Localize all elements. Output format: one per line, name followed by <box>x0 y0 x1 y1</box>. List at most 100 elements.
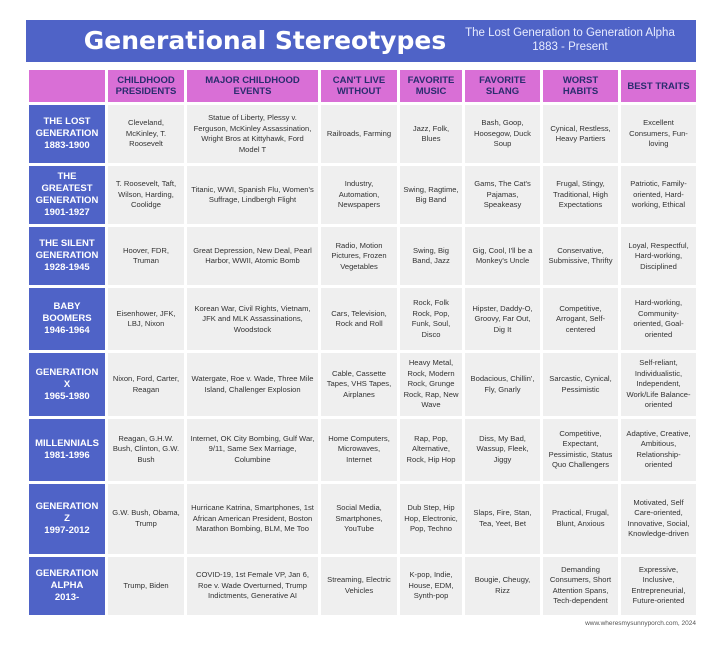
worst-habits-cell: Frugal, Stingy, Traditional, High Expect… <box>543 166 618 225</box>
music-cell: Dub Step, Hip Hop, Electronic, Pop, Tech… <box>400 483 462 554</box>
events-cell: Korean War, Civil Rights, Vietnam, JFK a… <box>187 288 318 351</box>
cant-live-without-cell: Home Computers, Microwaves, Internet <box>321 418 397 481</box>
generation-row: GENERATION Z 1997-2012 G.W. Bush, Obama, T… <box>29 483 696 554</box>
generation-label-cell: GENERATION Z 1997-2012 <box>29 483 105 554</box>
best-traits-cell: Excellent Consumers, Fun-loving <box>621 105 696 164</box>
column-header-worst-habits: WORST HABITS <box>543 70 618 102</box>
subtitle-line: 1883 - Present <box>532 41 608 53</box>
generation-row: THE GREATEST GENERATION 1901-1927 T. Rooseve… <box>29 166 696 225</box>
cant-live-without-cell: Railroads, Farming <box>321 105 397 164</box>
cant-live-without-cell: Cable, Cassette Tapes, VHS Tapes, Airpla… <box>321 353 397 416</box>
slang-cell: Hipster, Daddy-O, Groovy, Far Out, Dig I… <box>465 288 540 351</box>
cant-live-without-cell: Industry, Automation, Newspapers <box>321 166 397 225</box>
column-header-slang: FAVORITE SLANG <box>465 70 540 102</box>
slang-cell: Slaps, Fire, Stan, Tea, Yeet, Bet <box>465 483 540 554</box>
generation-label-line: MILLENNIALS <box>35 437 99 449</box>
cant-live-without-cell: Radio, Motion Pictures, Frozen Vegetable… <box>321 227 397 286</box>
generation-label-line: BABY <box>53 301 81 313</box>
presidents-cell: Reagan, G.H.W. Bush, Clinton, G.W. Bush <box>108 418 184 481</box>
generation-row: THE SILENT GENERATION 1928-1945 Hoover, FDR… <box>29 227 696 286</box>
generation-label-line: 1901-1927 <box>44 207 90 219</box>
title-banner: Generational Stereotypes The Lost Genera… <box>26 20 696 62</box>
generation-label-line: GENERATION Z <box>35 500 99 524</box>
music-cell: Swing, Big Band, Jazz <box>400 227 462 286</box>
music-cell: Heavy Metal, Rock, Modern Rock, Grunge R… <box>400 353 462 416</box>
presidents-cell: G.W. Bush, Obama, Trump <box>108 483 184 554</box>
presidents-cell: Cleveland, McKinley, T. Roosevelt <box>108 105 184 164</box>
generation-label-line: BOOMERS <box>42 313 92 325</box>
column-header-best-traits: BEST TRAITS <box>621 70 696 102</box>
cant-live-without-cell: Streaming, Electric Vehicles <box>321 556 397 615</box>
music-cell: Rock, Folk Rock, Pop, Funk, Soul, Disco <box>400 288 462 351</box>
stereotypes-table: CHILDHOOD PRESIDENTS MAJOR CHILDHOOD EVE… <box>26 67 699 618</box>
events-cell: Statue of Liberty, Plessy v. Ferguson, M… <box>187 105 318 164</box>
column-header-music: FAVORITE MUSIC <box>400 70 462 102</box>
generation-label-line: 2013- <box>54 591 80 603</box>
presidents-cell: Nixon, Ford, Carter, Reagan <box>108 353 184 416</box>
column-header-cant-live-without: CAN'T LIVE WITHOUT <box>321 70 397 102</box>
generation-row: GENERATION ALPHA 2013- Trump, Biden COVID-19… <box>29 556 696 615</box>
generation-label-cell: MILLENNIALS 1981-1996 <box>29 418 105 481</box>
best-traits-cell: Loyal, Respectful, Hard-working, Discipl… <box>621 227 696 286</box>
music-cell: Rap, Pop, Alternative, Rock, Hip Hop <box>400 418 462 481</box>
events-cell: Great Depression, New Deal, Pearl Harbor… <box>187 227 318 286</box>
generation-row: MILLENNIALS 1981-1996 Reagan, G.H.W. Bush,… <box>29 418 696 481</box>
presidents-cell: T. Roosevelt, Taft, Wilson, Harding, Coo… <box>108 166 184 225</box>
generation-row: GENERATION X 1965-1980 Nixon, Ford, Carter… <box>29 353 696 416</box>
events-cell: Hurricane Katrina, Smartphones, 1st Afri… <box>187 483 318 554</box>
worst-habits-cell: Cynical, Restless, Heavy Partiers <box>543 105 618 164</box>
page-subtitle: The Lost Generation to Generation Alpha … <box>438 26 702 54</box>
worst-habits-cell: Competitive, Expectant, Pessimistic, Sta… <box>543 418 618 481</box>
events-cell: Titanic, WWI, Spanish Flu, Women's Suffr… <box>187 166 318 225</box>
slang-cell: Diss, My Bad, Wassup, Fleek, Jiggy <box>465 418 540 481</box>
generation-label-line: ALPHA <box>50 579 84 591</box>
column-header-presidents: CHILDHOOD PRESIDENTS <box>108 70 184 102</box>
generation-label-cell: THE LOST GENERATION 1883-1900 <box>29 105 105 164</box>
music-cell: Jazz, Folk, Blues <box>400 105 462 164</box>
generation-label-line: 1965-1980 <box>44 390 90 402</box>
worst-habits-cell: Practical, Frugal, Blunt, Anxious <box>543 483 618 554</box>
generation-label-cell: THE GREATEST GENERATION 1901-1927 <box>29 166 105 225</box>
events-cell: COVID-19, 1st Female VP, Jan 6, Roe v. W… <box>187 556 318 615</box>
generation-label-line: GENERATION <box>35 128 99 140</box>
generation-label-line: THE LOST <box>43 116 91 128</box>
cant-live-without-cell: Social Media, Smartphones, YouTube <box>321 483 397 554</box>
generation-row: BABY BOOMERS 1946-1964 Eisenhower, JFK, LBJ… <box>29 288 696 351</box>
slang-cell: Bash, Goop, Hoosegow, Duck Soup <box>465 105 540 164</box>
slang-cell: Gig, Cool, I'll be a Monkey's Uncle <box>465 227 540 286</box>
worst-habits-cell: Demanding Consumers, Short Attention Spa… <box>543 556 618 615</box>
best-traits-cell: Hard-working, Community-oriented, Goal-o… <box>621 288 696 351</box>
presidents-cell: Trump, Biden <box>108 556 184 615</box>
generation-label-line: 1928-1945 <box>44 262 90 274</box>
generation-label-line: 1883-1900 <box>44 140 90 152</box>
subtitle-line: The Lost Generation to Generation Alpha <box>465 27 675 39</box>
generation-label-cell: BABY BOOMERS 1946-1964 <box>29 288 105 351</box>
music-cell: K-pop, Indie, House, EDM, Synth-pop <box>400 556 462 615</box>
cant-live-without-cell: Cars, Television, Rock and Roll <box>321 288 397 351</box>
generation-label-line: 1997-2012 <box>44 524 90 536</box>
presidents-cell: Hoover, FDR, Truman <box>108 227 184 286</box>
generation-label-line: 1946-1964 <box>44 325 90 337</box>
generation-label-line: THE SILENT <box>39 238 95 250</box>
events-cell: Internet, OK City Bombing, Gulf War, 9/1… <box>187 418 318 481</box>
events-cell: Watergate, Roe v. Wade, Three Mile Islan… <box>187 353 318 416</box>
generation-label-cell: GENERATION X 1965-1980 <box>29 353 105 416</box>
page-title: Generational Stereotypes <box>83 26 447 55</box>
worst-habits-cell: Competitive, Arrogant, Self-centered <box>543 288 618 351</box>
slang-cell: Bodacious, Chillin', Fly, Gnarly <box>465 353 540 416</box>
source-footer: www.wheresmysunnyporch.com, 2024 <box>585 620 696 627</box>
generation-row: THE LOST GENERATION 1883-1900 Cleveland, Mc… <box>29 105 696 164</box>
generation-label-line: GENERATION <box>35 195 99 207</box>
best-traits-cell: Self-reliant, Individualistic, Independe… <box>621 353 696 416</box>
music-cell: Swing, Ragtime, Big Band <box>400 166 462 225</box>
generation-label-line: GREATEST <box>41 183 93 195</box>
presidents-cell: Eisenhower, JFK, LBJ, Nixon <box>108 288 184 351</box>
best-traits-cell: Expressive, Inclusive, Entrepreneurial, … <box>621 556 696 615</box>
corner-header-cell <box>29 70 105 102</box>
column-header-events: MAJOR CHILDHOOD EVENTS <box>187 70 318 102</box>
generation-label-cell: GENERATION ALPHA 2013- <box>29 556 105 615</box>
best-traits-cell: Adaptive, Creative, Ambitious, Relations… <box>621 418 696 481</box>
generation-label-line: THE <box>57 171 77 183</box>
best-traits-cell: Motivated, Self Care-oriented, Innovativ… <box>621 483 696 554</box>
worst-habits-cell: Conservative, Submissive, Thrifty <box>543 227 618 286</box>
